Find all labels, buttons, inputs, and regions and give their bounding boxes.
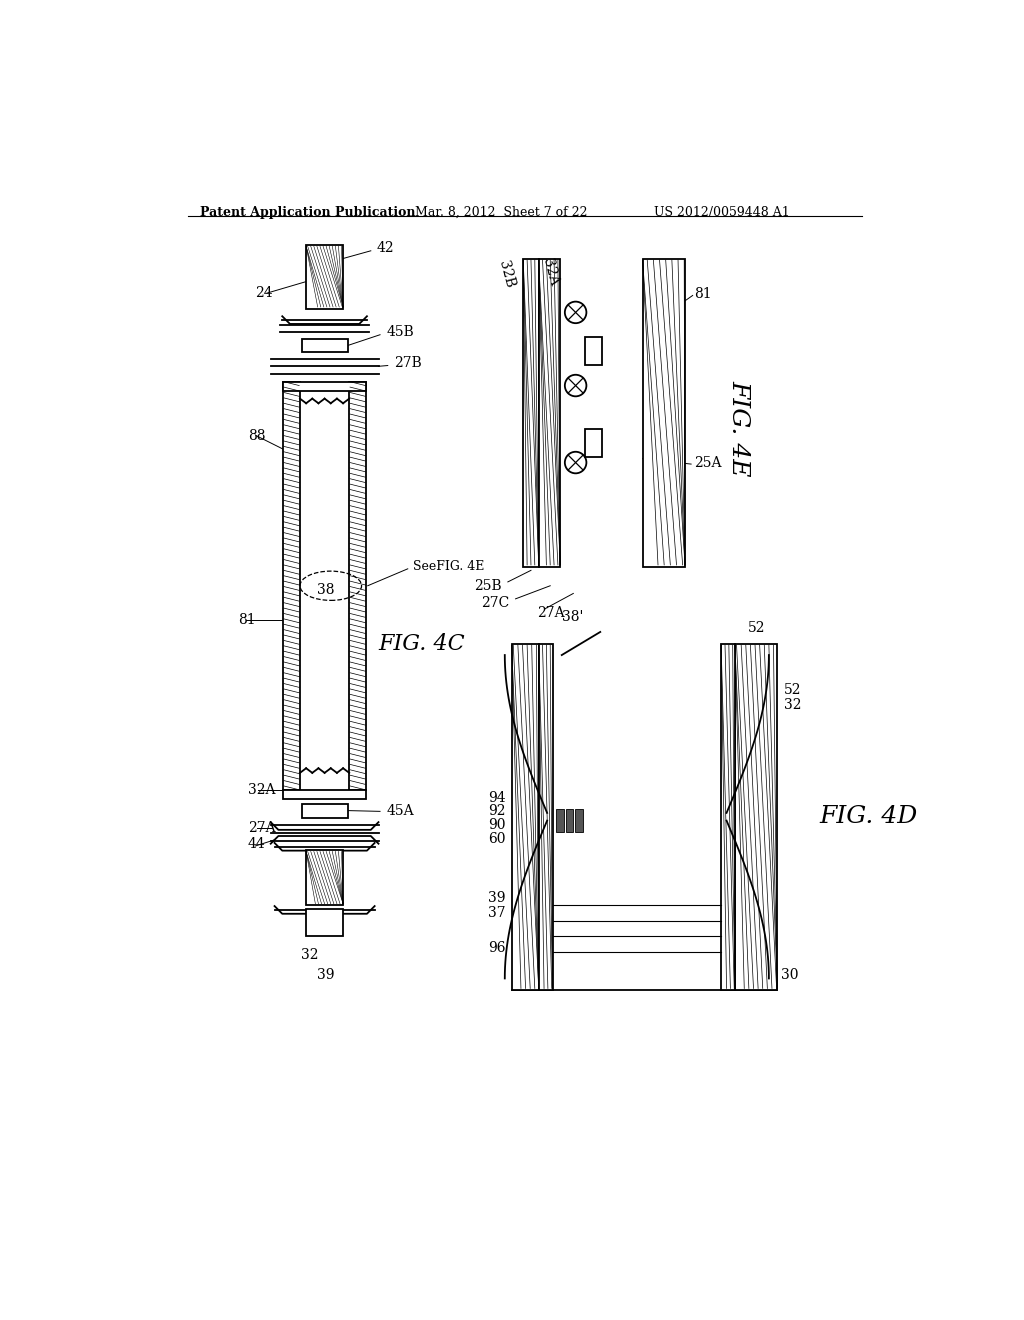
Text: 25B: 25B: [474, 578, 502, 593]
Text: 52: 52: [783, 682, 801, 697]
Text: FIG. 4D: FIG. 4D: [819, 805, 918, 828]
Bar: [283, 381, 300, 789]
Text: Mar. 8, 2012  Sheet 7 of 22: Mar. 8, 2012 Sheet 7 of 22: [416, 206, 588, 219]
Bar: [283, 789, 367, 799]
Text: 96: 96: [488, 941, 506, 954]
Text: 24: 24: [255, 286, 273, 300]
Bar: [539, 259, 560, 566]
Bar: [306, 244, 343, 309]
Text: 37: 37: [487, 906, 506, 920]
Bar: [301, 339, 348, 352]
Text: 38: 38: [316, 582, 335, 597]
Bar: [306, 909, 343, 936]
Bar: [735, 644, 777, 990]
Text: 27C: 27C: [481, 597, 509, 610]
Text: 38': 38': [562, 610, 583, 623]
Bar: [539, 644, 553, 990]
Text: 45B: 45B: [386, 326, 414, 339]
Text: FIG. 4E: FIG. 4E: [727, 380, 751, 477]
Bar: [556, 809, 564, 832]
Text: 27B: 27B: [394, 356, 422, 370]
Bar: [574, 809, 583, 832]
Bar: [585, 337, 602, 364]
Bar: [512, 644, 539, 990]
Text: 60: 60: [488, 832, 506, 846]
Text: 44: 44: [248, 837, 265, 850]
Text: 30: 30: [781, 968, 799, 982]
Text: 94: 94: [487, 791, 506, 804]
Text: SeeFIG. 4E: SeeFIG. 4E: [413, 560, 484, 573]
Text: US 2012/0059448 A1: US 2012/0059448 A1: [654, 206, 790, 219]
Text: 92: 92: [488, 804, 506, 818]
Text: 32A: 32A: [541, 257, 561, 288]
Text: 39: 39: [488, 891, 506, 904]
Text: 32B: 32B: [497, 259, 517, 289]
Bar: [523, 259, 539, 566]
Bar: [565, 809, 573, 832]
Text: 81: 81: [694, 286, 712, 301]
Text: 81: 81: [239, 614, 256, 627]
Bar: [349, 381, 367, 789]
Text: FIG. 4C: FIG. 4C: [379, 632, 465, 655]
Bar: [585, 429, 602, 457]
Bar: [643, 259, 685, 566]
Text: 88: 88: [249, 429, 266, 442]
Bar: [306, 850, 343, 906]
Text: 32A: 32A: [248, 783, 275, 797]
Text: 42: 42: [377, 240, 394, 255]
Text: 32: 32: [783, 698, 801, 711]
Text: 45A: 45A: [386, 804, 414, 818]
Bar: [301, 804, 348, 817]
Text: 25A: 25A: [694, 455, 722, 470]
Text: 90: 90: [488, 818, 506, 832]
Bar: [721, 644, 735, 990]
Text: Patent Application Publication: Patent Application Publication: [200, 206, 416, 219]
Text: 27A: 27A: [538, 606, 565, 619]
Text: 52: 52: [748, 622, 765, 635]
Text: 39: 39: [316, 968, 335, 982]
Text: 32: 32: [301, 948, 319, 962]
Bar: [283, 381, 367, 391]
Text: 27A: 27A: [248, 821, 275, 836]
